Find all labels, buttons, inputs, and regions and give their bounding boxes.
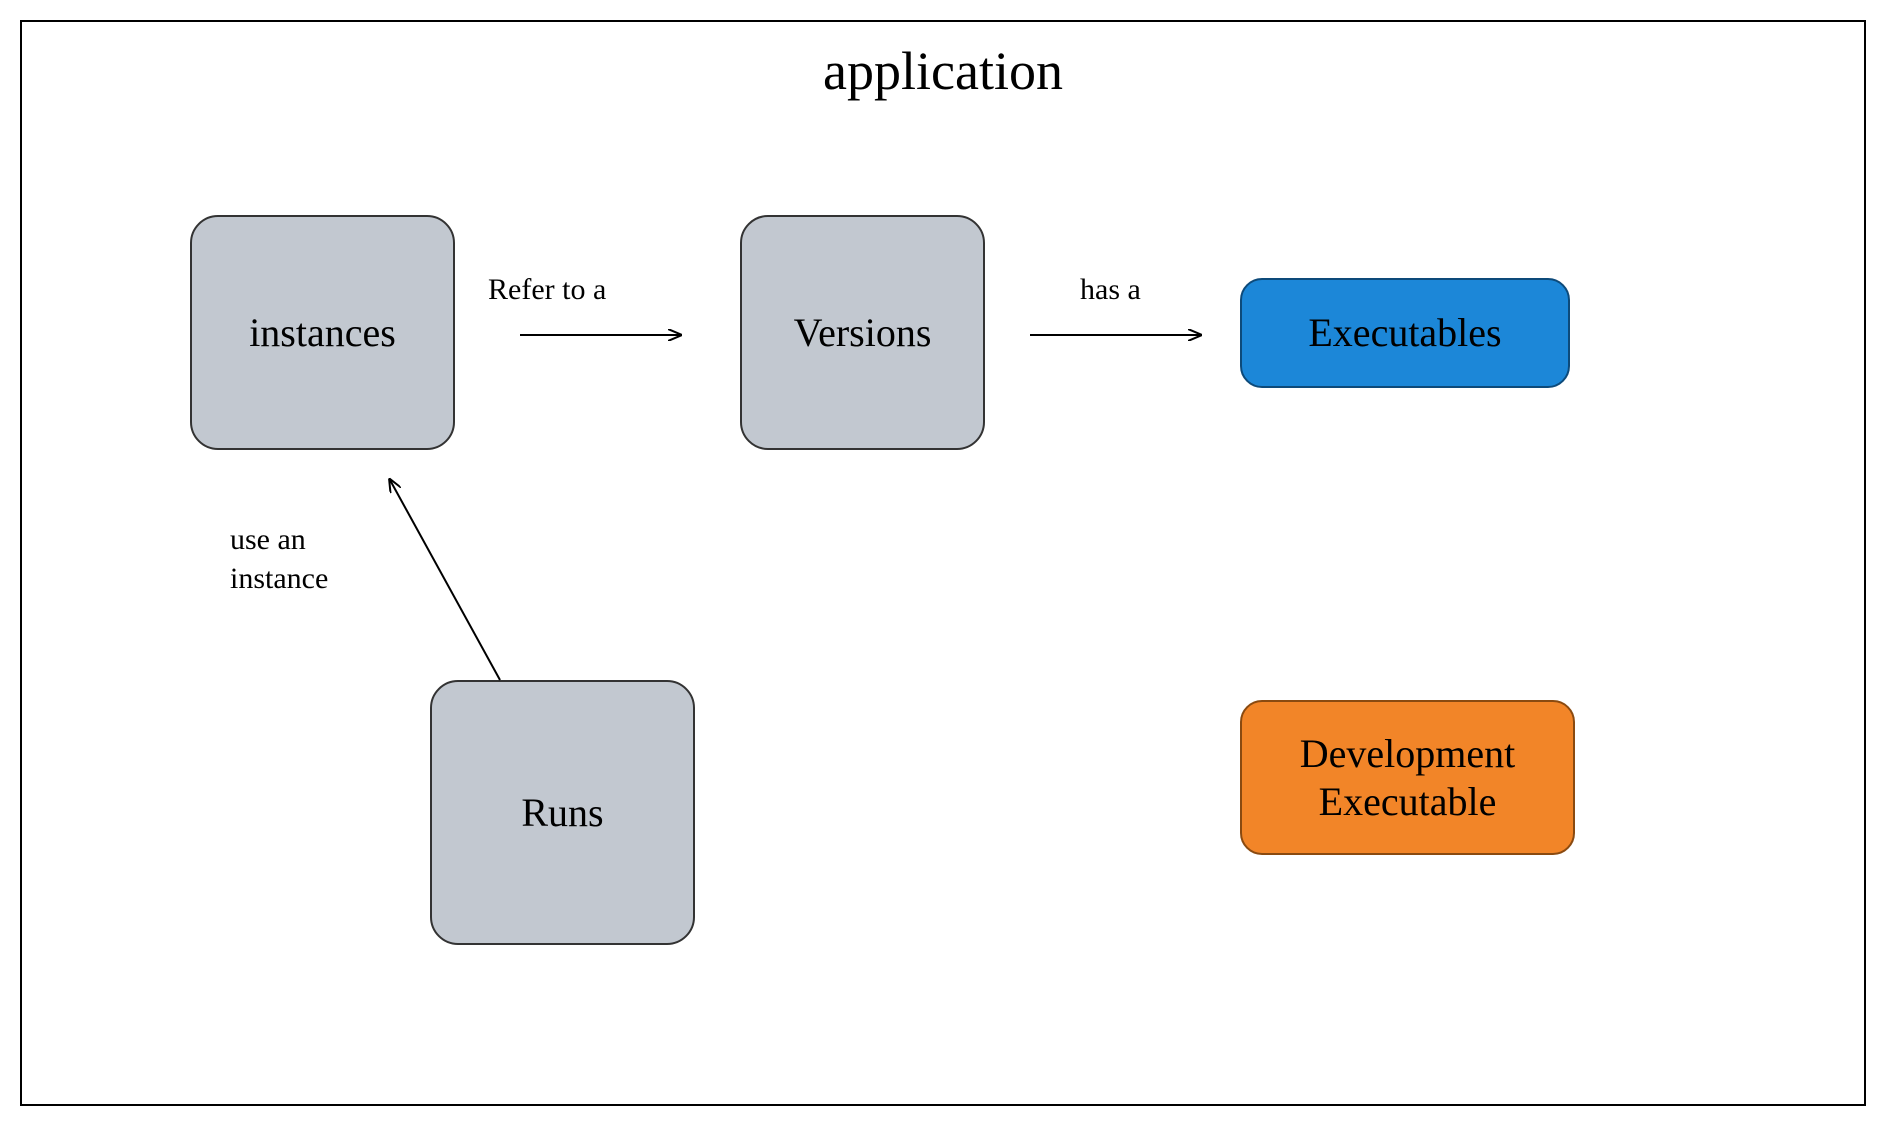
edge-label-refer-to-a: Refer to a bbox=[488, 270, 606, 309]
edge-label-has-a: has a bbox=[1080, 270, 1141, 309]
node-label-runs: Runs bbox=[521, 789, 603, 837]
node-label-executables: Executables bbox=[1308, 309, 1501, 357]
node-versions: Versions bbox=[740, 215, 985, 450]
diagram-title: application bbox=[0, 40, 1886, 102]
node-dev-executable: Development Executable bbox=[1240, 700, 1575, 855]
node-runs: Runs bbox=[430, 680, 695, 945]
node-label-versions: Versions bbox=[794, 309, 932, 357]
node-instances: instances bbox=[190, 215, 455, 450]
node-label-instances: instances bbox=[249, 309, 396, 357]
node-label-dev-executable: Development Executable bbox=[1300, 730, 1516, 826]
edge-label-use-an-instance: use an instance bbox=[230, 520, 328, 598]
node-executables: Executables bbox=[1240, 278, 1570, 388]
